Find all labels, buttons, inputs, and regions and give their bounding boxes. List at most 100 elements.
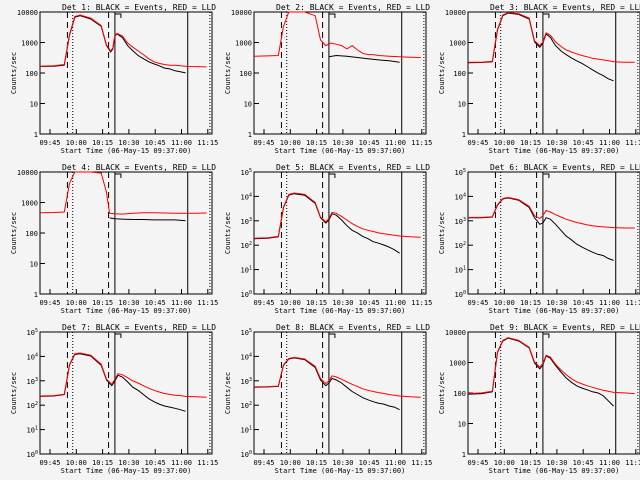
y-tick-label: 103 — [241, 217, 252, 226]
y-tick-label: 1000 — [21, 40, 38, 48]
x-tick-label: 11:00 — [171, 459, 192, 467]
plot-frame — [253, 331, 427, 455]
x-tick-label: 10:15 — [306, 139, 327, 147]
lld-series-line — [253, 192, 421, 239]
y-axis-label: Counts/sec — [10, 212, 18, 254]
y-tick-label: 1000 — [449, 360, 466, 368]
y-tick-label: 10 — [458, 101, 466, 109]
x-tick-label: 09:45 — [467, 299, 488, 307]
plot-title: Det 7: BLACK = Events, RED = LLD — [62, 323, 216, 332]
y-tick-label: 105 — [27, 328, 38, 337]
range-bracket-mark — [328, 13, 336, 18]
x-tick-label: 09:45 — [253, 299, 274, 307]
y-tick-label: 1 — [34, 291, 38, 299]
x-tick-label: 10:45 — [359, 459, 380, 467]
y-tick-label: 10000 — [445, 9, 466, 17]
y-axis-label: Counts/sec — [224, 52, 232, 94]
x-axis-label: Start Time (06-May-15 09:37:00) — [275, 307, 406, 315]
x-axis-label: Start Time (06-May-15 09:37:00) — [489, 147, 620, 155]
y-tick-label: 100 — [241, 290, 252, 299]
y-tick-label: 10000 — [445, 329, 466, 337]
x-tick-label: 10:30 — [118, 299, 139, 307]
plot-frame — [39, 331, 213, 455]
y-tick-label: 10 — [458, 421, 466, 429]
y-tick-label: 10000 — [231, 9, 252, 17]
y-tick-label: 1 — [34, 131, 38, 139]
detector-plot: Det 8: BLACK = Events, RED = LLD 100 101 10… — [224, 323, 432, 475]
y-tick-label: 100 — [25, 230, 38, 238]
plot-frame — [467, 331, 640, 455]
y-tick-label: 104 — [455, 192, 466, 201]
y-tick-label: 104 — [241, 192, 252, 201]
events-series-line — [468, 197, 614, 261]
y-tick-label: 100 — [453, 390, 466, 398]
detector-plot: Det 2: BLACK = Events, RED = LLD 1 10 100 10… — [224, 3, 432, 155]
x-tick-label: 10:00 — [280, 299, 301, 307]
x-tick-label: 11:00 — [171, 139, 192, 147]
x-tick-label: 10:45 — [573, 459, 594, 467]
plot-frame — [467, 171, 640, 295]
y-axis-label: Counts/sec — [224, 372, 232, 414]
range-bracket-mark — [328, 333, 336, 338]
y-tick-label: 102 — [455, 241, 466, 250]
plot-title: Det 4: BLACK = Events, RED = LLD — [62, 163, 216, 172]
x-tick-label: 10:15 — [92, 299, 113, 307]
y-tick-label: 100 — [453, 70, 466, 78]
y-tick-label: 101 — [455, 266, 466, 275]
y-tick-label: 1000 — [21, 200, 38, 208]
y-tick-label: 105 — [241, 168, 252, 177]
lld-series-line — [253, 11, 421, 58]
y-axis-label: Counts/sec — [10, 372, 18, 414]
detector-plot: Det 7: BLACK = Events, RED = LLD 100 101 10… — [10, 323, 218, 475]
y-tick-label: 105 — [455, 168, 466, 177]
y-tick-label: 101 — [241, 266, 252, 275]
plot-frame — [253, 171, 427, 295]
y-tick-label: 103 — [455, 217, 466, 226]
lld-series-line — [468, 12, 635, 63]
detector-plot: Det 6: BLACK = Events, RED = LLD 100 101 10… — [438, 163, 640, 315]
x-tick-label: 10:00 — [280, 459, 301, 467]
x-tick-label: 10:15 — [92, 459, 113, 467]
x-tick-label: 11:15 — [197, 299, 218, 307]
x-tick-label: 09:45 — [39, 139, 60, 147]
x-tick-label: 11:15 — [625, 299, 640, 307]
x-tick-label: 10:45 — [359, 299, 380, 307]
detector-plot: Det 4: BLACK = Events, RED = LLD 1 10 100 10… — [10, 163, 218, 315]
y-tick-label: 100 — [241, 450, 252, 459]
plot-title: Det 2: BLACK = Events, RED = LLD — [276, 3, 430, 12]
events-series-line — [253, 193, 400, 254]
y-tick-label: 103 — [27, 377, 38, 386]
plot-frame — [39, 11, 213, 135]
y-axis-label: Counts/sec — [224, 212, 232, 254]
plot-frame — [467, 11, 640, 135]
x-tick-label: 10:30 — [332, 299, 353, 307]
x-tick-label: 10:15 — [306, 299, 327, 307]
x-axis-label: Start Time (06-May-15 09:37:00) — [489, 467, 620, 475]
x-tick-label: 10:15 — [520, 139, 541, 147]
x-tick-label: 10:45 — [573, 139, 594, 147]
y-tick-label: 1000 — [449, 40, 466, 48]
plot-title: Det 6: BLACK = Events, RED = LLD — [490, 163, 640, 172]
y-tick-label: 1000 — [235, 40, 252, 48]
x-tick-label: 10:45 — [145, 139, 166, 147]
y-tick-label: 10 — [244, 101, 252, 109]
range-bracket-mark — [114, 13, 122, 18]
x-axis-label: Start Time (06-May-15 09:37:00) — [61, 147, 192, 155]
range-bracket-mark — [114, 333, 122, 338]
x-tick-label: 10:30 — [546, 139, 567, 147]
x-axis-label: Start Time (06-May-15 09:37:00) — [61, 467, 192, 475]
x-tick-label: 11:00 — [599, 299, 620, 307]
x-tick-label: 10:45 — [573, 299, 594, 307]
y-tick-label: 103 — [241, 377, 252, 386]
x-tick-label: 10:00 — [66, 459, 87, 467]
lld-series-line — [39, 352, 207, 398]
lld-series-line — [467, 337, 635, 395]
lld-series-line — [39, 14, 207, 68]
y-tick-label: 10000 — [17, 169, 38, 177]
events-series-line — [328, 54, 400, 63]
y-tick-label: 104 — [241, 352, 252, 361]
plot-title: Det 5: BLACK = Events, RED = LLD — [276, 163, 430, 172]
x-tick-label: 11:00 — [599, 459, 620, 467]
x-tick-label: 11:15 — [625, 459, 640, 467]
x-tick-label: 11:00 — [385, 139, 406, 147]
